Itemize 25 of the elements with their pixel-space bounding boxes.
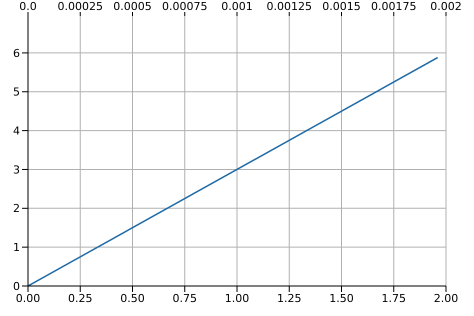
x-tick-label: 1.75 (382, 292, 406, 305)
x-tick-label: 2.00 (434, 292, 458, 305)
x2-tick-label: 0.0 (19, 0, 37, 13)
x2-tick-label: 0.00125 (266, 0, 312, 13)
x-tick-label: 0.00 (16, 292, 40, 305)
x2-tick-label: 0.00175 (371, 0, 416, 13)
y-tick-label: 3 (13, 163, 20, 176)
x-tick-label: 1.00 (224, 292, 250, 305)
x-tick-label: 0.50 (120, 292, 145, 305)
x-tick-label: 1.50 (329, 292, 354, 305)
x2-tick-label: 0.002 (430, 0, 462, 13)
x2-tick-label: 0.001 (221, 0, 253, 13)
x-tick-label: 0.75 (172, 292, 197, 305)
x2-tick-label: 0.00075 (162, 0, 208, 13)
y-tick-label: 6 (13, 46, 20, 60)
y-tick-label: 1 (13, 241, 20, 254)
y-tick-label: 2 (13, 202, 20, 216)
y-tick-label: 4 (13, 124, 20, 138)
x-tick-label: 0.25 (68, 292, 92, 305)
x2-tick-label: 0.00025 (58, 0, 103, 13)
x2-tick-label: 0.0015 (322, 0, 361, 13)
x-tick-label: 1.25 (277, 292, 302, 305)
y-tick-label: 5 (13, 86, 20, 99)
y-tick-label: 0 (13, 280, 20, 293)
x2-tick-label: 0.0005 (113, 0, 152, 13)
